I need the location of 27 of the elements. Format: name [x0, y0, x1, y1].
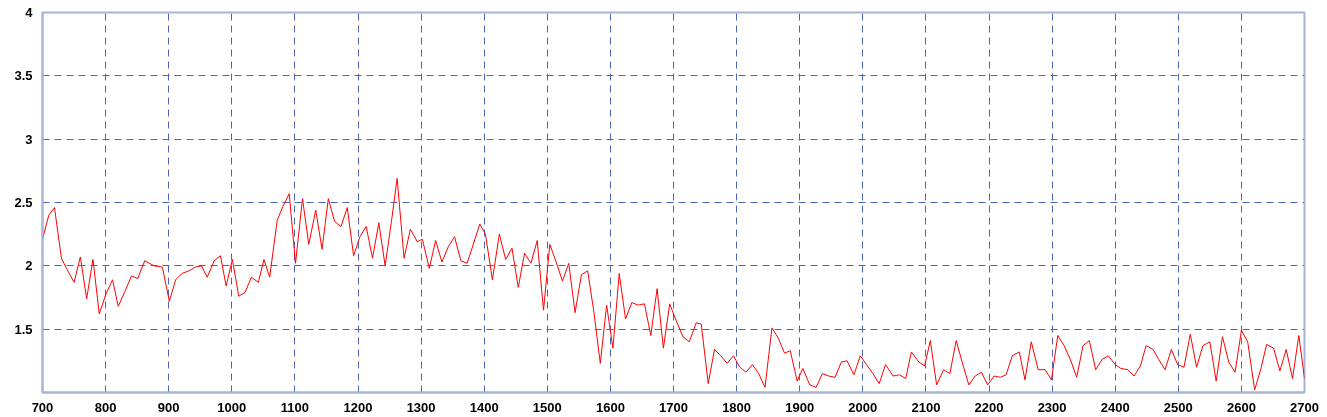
x-tick-label: 1700: [659, 399, 688, 415]
x-tick-label: 1900: [785, 399, 815, 415]
x-tick-label: 1200: [343, 399, 373, 415]
x-tick-label: 1300: [406, 399, 436, 415]
x-tick-label: 800: [94, 399, 117, 415]
x-tick-label: 2600: [1226, 399, 1256, 415]
x-tick-label: 700: [31, 399, 54, 415]
x-tick-label: 2500: [1163, 399, 1193, 415]
x-tick-label: 2300: [1037, 399, 1067, 415]
x-tick-label: 2400: [1100, 399, 1130, 415]
x-tick-label: 1600: [595, 399, 625, 415]
x-tick-label: 900: [157, 399, 180, 415]
x-tick-label: 2000: [848, 399, 878, 415]
x-tick-label: 1000: [217, 399, 247, 415]
x-tick-label: 2200: [974, 399, 1004, 415]
x-tick-label: 1500: [532, 399, 562, 415]
y-tick-label: 3: [25, 131, 33, 147]
y-tick-label: 4: [25, 5, 34, 20]
x-tick-label: 2100: [911, 399, 941, 415]
y-tick-label: 1.5: [14, 321, 33, 337]
y-tick-label: 2: [25, 258, 33, 274]
x-tick-label: 1800: [722, 399, 752, 415]
y-tick-label: 2.5: [14, 195, 33, 210]
x-tick-label: 2700: [1290, 399, 1319, 415]
y-tick-label: 3.5: [14, 68, 33, 84]
x-tick-label: 1400: [469, 399, 499, 415]
x-tick-label: 1100: [280, 399, 309, 415]
